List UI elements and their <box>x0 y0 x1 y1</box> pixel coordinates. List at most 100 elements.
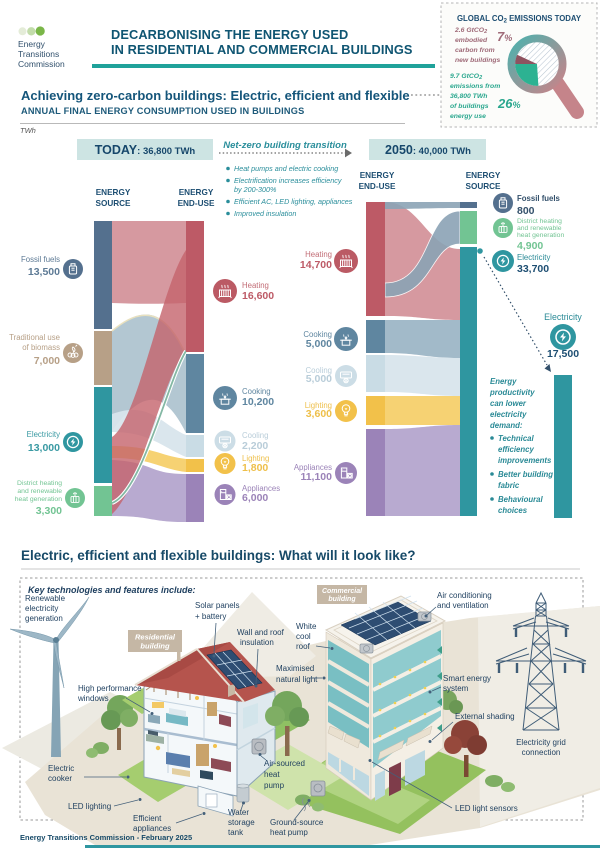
svg-text:storage: storage <box>228 818 255 827</box>
svg-text:Lighting: Lighting <box>305 401 332 410</box>
svg-text:Appliances: Appliances <box>294 463 332 472</box>
svg-text:roof: roof <box>296 642 311 651</box>
svg-text:Solar panels: Solar panels <box>195 601 239 610</box>
svg-text:choices: choices <box>498 506 528 515</box>
svg-text:17,500: 17,500 <box>547 348 579 360</box>
svg-text:Efficient: Efficient <box>133 814 162 823</box>
svg-text:Electricity: Electricity <box>544 312 582 322</box>
svg-text:demand:: demand: <box>490 421 523 430</box>
svg-text:electricity: electricity <box>490 410 527 419</box>
svg-text:11,100: 11,100 <box>300 471 332 483</box>
svg-text:Ground-source: Ground-source <box>270 818 324 827</box>
svg-text:2.6 GtCO2: 2.6 GtCO2 <box>454 27 487 35</box>
svg-text:of buildings: of buildings <box>450 103 489 110</box>
svg-text:natural light: natural light <box>276 675 318 684</box>
svg-text:Smart energy: Smart energy <box>443 674 491 683</box>
svg-text:Wall and roof: Wall and roof <box>237 628 285 637</box>
svg-text:District heating: District heating <box>517 218 562 225</box>
svg-text:Cooling: Cooling <box>242 431 268 440</box>
svg-text:Electrification increases effi: Electrification increases efficiency <box>234 176 342 185</box>
svg-text:14,700: 14,700 <box>300 259 332 271</box>
svg-text:productivity: productivity <box>489 388 535 397</box>
svg-text:2,200: 2,200 <box>242 440 268 452</box>
svg-text:1,800: 1,800 <box>242 462 268 474</box>
svg-text:Air-sourced: Air-sourced <box>264 759 305 768</box>
svg-text:2050: 40,000 TWh: 2050: 40,000 TWh <box>385 143 471 157</box>
svg-text:carbon from: carbon from <box>455 47 495 54</box>
svg-text:building: building <box>328 596 356 603</box>
svg-text:3,300: 3,300 <box>36 505 62 517</box>
svg-text:Lighting: Lighting <box>242 454 269 463</box>
svg-text:Appliances: Appliances <box>242 484 280 493</box>
svg-text:36,800 TWh: 36,800 TWh <box>450 93 487 100</box>
svg-text:Electric: Electric <box>48 764 74 773</box>
svg-text:Water: Water <box>228 808 249 817</box>
svg-text:13,000: 13,000 <box>28 442 60 454</box>
svg-text:embodied: embodied <box>455 37 488 44</box>
svg-text:LED lighting: LED lighting <box>68 802 111 811</box>
svg-text:building: building <box>140 642 170 651</box>
svg-text:emissions from: emissions from <box>450 83 500 90</box>
svg-text:4,900: 4,900 <box>517 240 543 252</box>
svg-text:Heat pumps and electric cookin: Heat pumps and electric cooking <box>234 164 338 173</box>
svg-text:9.7 GtCO2: 9.7 GtCO2 <box>450 73 482 81</box>
svg-text:+ battery: + battery <box>195 612 226 621</box>
svg-text:connection: connection <box>522 748 561 757</box>
svg-text:Traditional use: Traditional use <box>9 333 60 342</box>
svg-text:energy use: energy use <box>450 113 486 120</box>
svg-text:LED light sensors: LED light sensors <box>455 804 518 813</box>
svg-text:system: system <box>443 684 469 693</box>
svg-text:ENERGY: ENERGY <box>360 171 395 180</box>
svg-text:Cooking: Cooking <box>242 387 271 396</box>
svg-text:ENERGY: ENERGY <box>466 171 501 180</box>
svg-text:heat generation: heat generation <box>15 496 62 503</box>
svg-text:Cooking: Cooking <box>303 330 332 339</box>
svg-text:by 200-300%: by 200-300% <box>234 185 277 194</box>
svg-text:Better building: Better building <box>498 470 553 479</box>
svg-text:10,200: 10,200 <box>242 396 274 408</box>
svg-text:can lower: can lower <box>490 399 527 408</box>
svg-text:and ventilation: and ventilation <box>437 601 489 610</box>
svg-text:3,600: 3,600 <box>306 408 332 420</box>
svg-text:appliances: appliances <box>133 824 171 833</box>
svg-text:Renewable: Renewable <box>25 594 66 603</box>
svg-text:6,000: 6,000 <box>242 492 268 504</box>
svg-text:pump: pump <box>264 781 285 790</box>
svg-text:electricity: electricity <box>25 604 58 613</box>
svg-text:cooker: cooker <box>48 774 72 783</box>
svg-text:Energy: Energy <box>490 377 517 386</box>
svg-text:District heating: District heating <box>17 480 62 487</box>
svg-text:13,500: 13,500 <box>28 266 60 278</box>
svg-text:heat: heat <box>264 770 280 779</box>
svg-text:new buildings: new buildings <box>455 57 501 64</box>
svg-text:Cooling: Cooling <box>306 366 332 375</box>
svg-text:cool: cool <box>296 632 311 641</box>
svg-text:Behavioural: Behavioural <box>498 495 543 504</box>
svg-text:Electricity grid: Electricity grid <box>516 738 566 747</box>
svg-text:fabric: fabric <box>498 481 520 490</box>
svg-text:Heating: Heating <box>305 250 332 259</box>
svg-text:800: 800 <box>517 205 535 217</box>
svg-text:Commercial: Commercial <box>322 588 363 595</box>
svg-text:Fossil fuels: Fossil fuels <box>517 194 561 203</box>
svg-text:END-USE: END-USE <box>359 182 396 191</box>
svg-text:5,000: 5,000 <box>306 373 332 385</box>
svg-text:Electricity: Electricity <box>517 253 550 262</box>
svg-text:GLOBAL CO2 EMISSIONS TODAY: GLOBAL CO2 EMISSIONS TODAY <box>457 14 582 25</box>
svg-text:Net-zero building transition: Net-zero building transition <box>223 140 347 151</box>
svg-text:Residential: Residential <box>135 633 176 642</box>
svg-text:33,700: 33,700 <box>517 263 549 275</box>
svg-text:ENERGY: ENERGY <box>179 188 214 197</box>
svg-text:White: White <box>296 622 317 631</box>
svg-text:Heating: Heating <box>242 281 269 290</box>
svg-text:of biomass: of biomass <box>22 343 60 352</box>
svg-text:insulation: insulation <box>240 638 274 647</box>
svg-text:SOURCE: SOURCE <box>95 199 131 208</box>
svg-text:Energy Transitions Commission: Energy Transitions Commission - February… <box>20 833 192 842</box>
svg-text:26%: 26% <box>497 96 520 111</box>
svg-text:improvements: improvements <box>498 456 552 465</box>
svg-text:ENERGY: ENERGY <box>96 188 131 197</box>
svg-text:16,600: 16,600 <box>242 290 274 302</box>
svg-text:SOURCE: SOURCE <box>465 182 501 191</box>
svg-text:High performance: High performance <box>78 684 142 693</box>
